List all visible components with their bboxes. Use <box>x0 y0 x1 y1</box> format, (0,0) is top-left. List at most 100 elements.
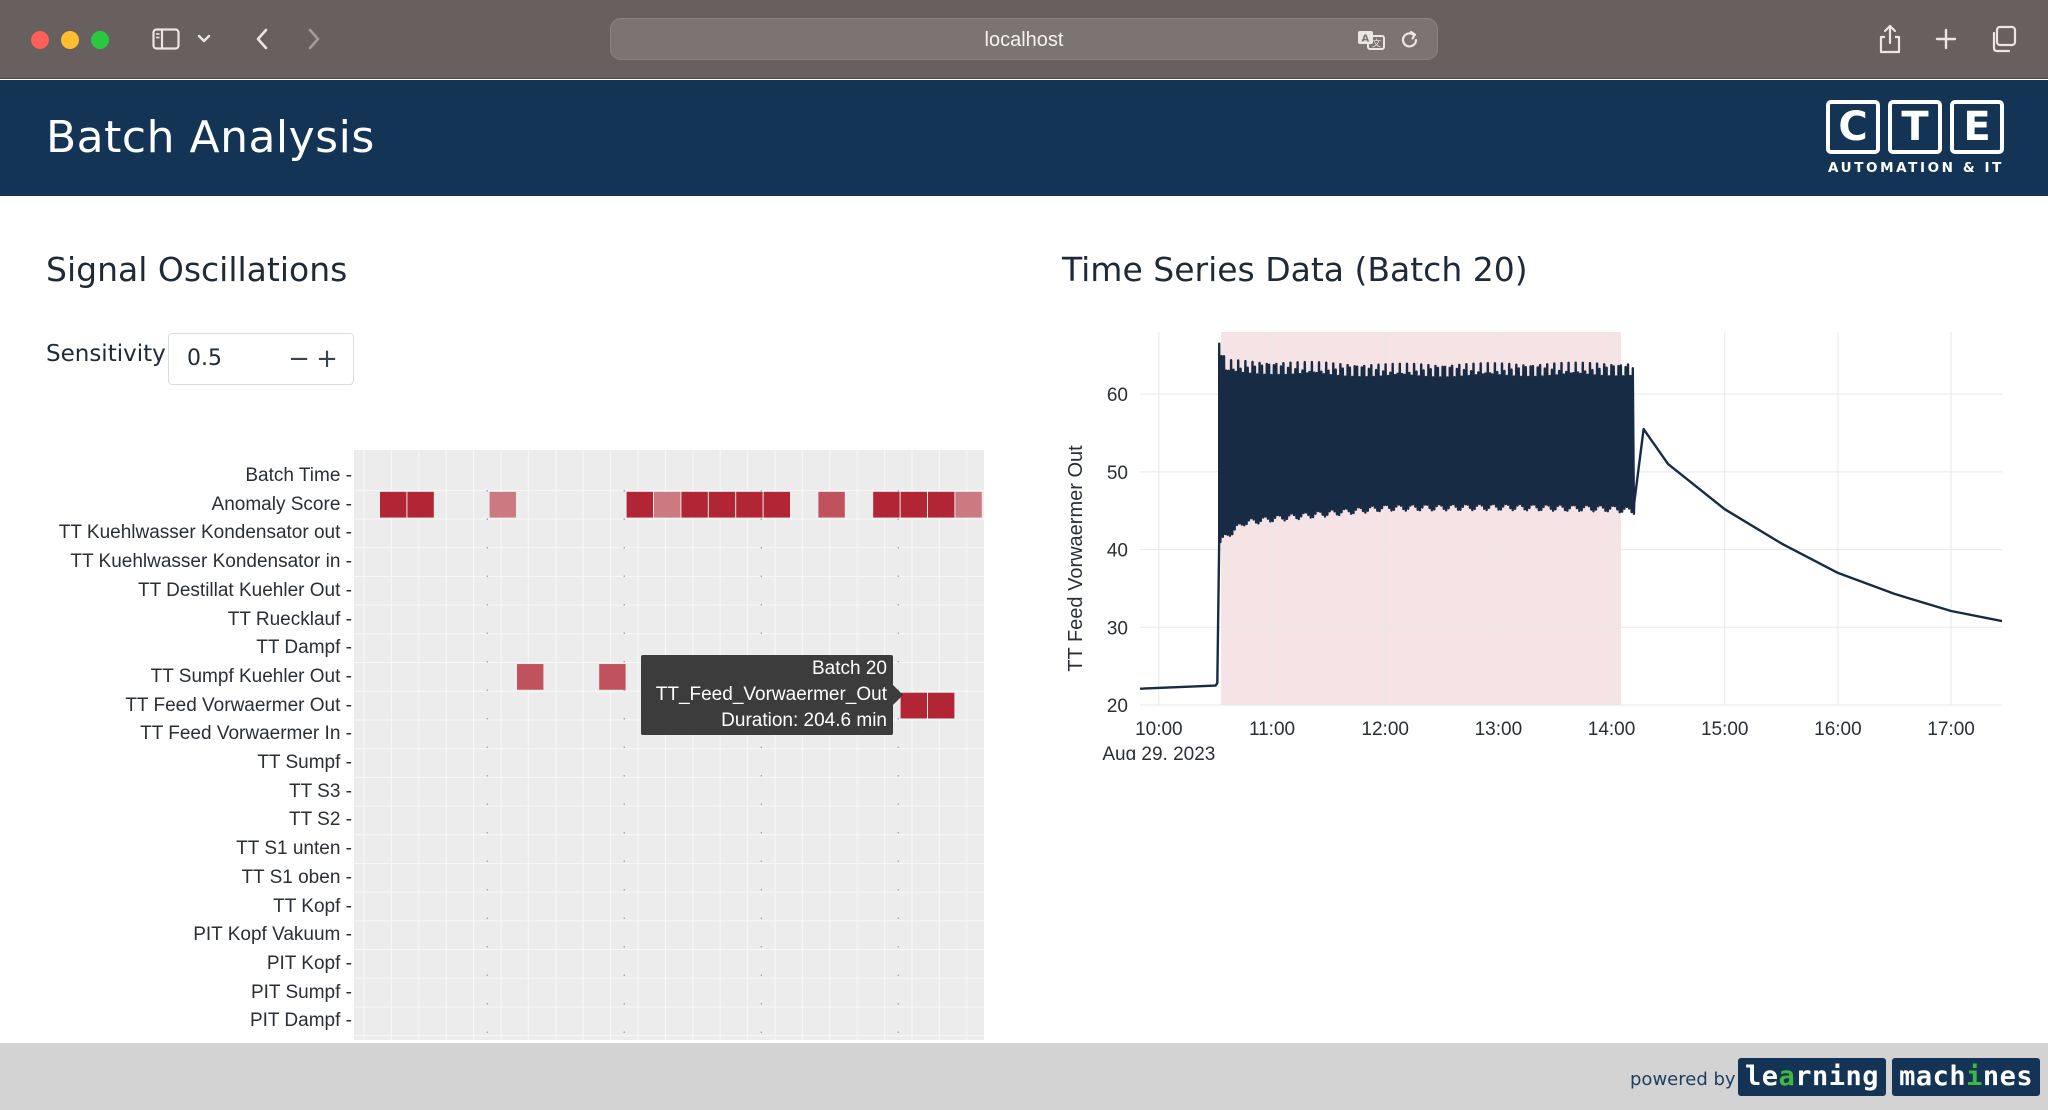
x-tick-label: 12:00 <box>1361 719 1409 740</box>
x-tick-label: 11:00 <box>1249 719 1295 740</box>
heatmap-row-label: TT Sumpf - <box>257 752 352 773</box>
heatmap-row-label: TT Sumpf Kuehler Out - <box>150 665 352 687</box>
logo-letter-t: T <box>1888 100 1942 154</box>
footer: powered by learning machines <box>0 1043 2048 1110</box>
logo-text: mach <box>1899 1061 1967 1092</box>
y-axis-label: TT Feed Vorwaermer Out <box>1065 445 1087 672</box>
heatmap-cell[interactable] <box>736 491 763 518</box>
heatmap-row-label: TT S1 oben - <box>241 866 352 888</box>
heatmap-svg <box>354 450 984 1040</box>
logo-letter-e: E <box>1950 100 2004 154</box>
heatmap-row-label: TT Kopf - <box>273 895 352 917</box>
heatmap-row-label: TT Kuehlwasser Kondensator in - <box>70 551 352 573</box>
heatmap-row-label: TT S2 - <box>289 809 352 831</box>
zoom-window-button[interactable] <box>91 31 109 49</box>
sidebar-menu-button[interactable] <box>192 20 216 58</box>
heatmap-row-label: PIT Dampf - <box>249 1010 352 1032</box>
tooltip-signal: TT_Feed_Vorwaermer_Out <box>655 684 887 705</box>
heatmap-cell[interactable] <box>654 491 681 518</box>
heatmap-cell[interactable] <box>928 491 955 518</box>
x-tick-label: 15:00 <box>1701 719 1749 740</box>
decrement-button[interactable]: − <box>288 344 310 374</box>
heatmap-cell[interactable] <box>900 692 927 719</box>
heatmap-tooltip: Batch 20 TT_Feed_Vorwaermer_Out Duration… <box>641 655 903 735</box>
heatmap-row-label: TT Feed Vorwaermer In - <box>140 723 352 745</box>
y-tick-label: 40 <box>1107 541 1128 562</box>
close-window-button[interactable] <box>31 31 49 49</box>
tooltip-batch: Batch 20 <box>812 658 887 679</box>
heatmap-cell[interactable] <box>818 491 845 518</box>
heatmap-cell[interactable] <box>928 692 955 719</box>
new-tab-button[interactable] <box>1928 20 1964 58</box>
chevron-down-icon <box>197 34 211 43</box>
back-button[interactable] <box>246 20 278 58</box>
sensitivity-stepper[interactable]: 0.5 − + <box>168 333 354 385</box>
y-tick-label: 20 <box>1107 696 1128 717</box>
heatmap-row-label: TT Destillat Kuehler Out - <box>137 579 352 601</box>
y-tick-label: 60 <box>1107 385 1128 406</box>
logo-word-learning: learning <box>1738 1058 1887 1096</box>
svg-text:文: 文 <box>1372 38 1381 50</box>
page-title: Batch Analysis <box>46 112 375 163</box>
heatmap-row-label: Anomaly Score - <box>211 493 352 515</box>
heatmap-row-label: TT Kuehlwasser Kondensator out - <box>58 522 352 544</box>
logo-letter-c: C <box>1826 100 1880 154</box>
x-tick-label: 17:00 <box>1927 719 1975 740</box>
heatmap-row-label: TT S1 unten - <box>236 838 352 860</box>
time-series-chart[interactable]: 20 30 40 50 60 10:00 Aug 29, 2023 11:00 12:00 13:… <box>1060 320 2020 765</box>
app-header: Batch Analysis C T E AUTOMATION & IT <box>0 80 2048 196</box>
powered-by-text: powered by <box>1630 1069 1736 1090</box>
reload-button[interactable] <box>1397 28 1423 52</box>
x-tick-date-label: Aug 29, 2023 <box>1102 744 1215 760</box>
sensitivity-value[interactable]: 0.5 <box>187 346 222 371</box>
logo-highlight: a <box>1778 1061 1796 1092</box>
heatmap-cell[interactable] <box>708 491 736 518</box>
heatmap-cell[interactable] <box>517 664 544 690</box>
heatmap-cell[interactable] <box>955 491 982 518</box>
tabs-overview-icon <box>1992 25 2017 53</box>
tab-overview-button[interactable] <box>1985 20 2021 58</box>
heatmap-cell[interactable] <box>599 664 626 690</box>
logo-highlight: i <box>1966 1061 1983 1092</box>
reload-icon <box>1401 30 1418 48</box>
learning-machines-logo: learning machines <box>1738 1058 2041 1096</box>
sidebar-toggle-button[interactable] <box>148 20 184 58</box>
forward-button[interactable] <box>298 20 330 58</box>
x-tick-label: 14:00 <box>1588 719 1636 740</box>
heatmap-row-label: Batch Time - <box>245 465 352 486</box>
heatmap-cell[interactable] <box>681 491 708 518</box>
heatmap-cell[interactable] <box>763 491 790 518</box>
heatmap-cell[interactable] <box>489 491 516 518</box>
share-button[interactable] <box>1872 20 1908 58</box>
tooltip-duration: Duration: 204.6 min <box>721 710 887 731</box>
heatmap-cell[interactable] <box>900 491 927 518</box>
series-line[interactable] <box>1139 342 2003 690</box>
x-tick-label: 10:00 <box>1135 719 1183 740</box>
heatmap-row-label: TT Feed Vorwaermer Out - <box>125 694 352 716</box>
url-text: localhost <box>984 29 1064 51</box>
heatmap-plot-area[interactable] <box>354 450 984 1040</box>
time-series-svg: 20 30 40 50 60 10:00 Aug 29, 2023 11:00 12:00 13:… <box>1065 332 2003 765</box>
x-tick-label: 13:00 <box>1475 719 1523 740</box>
heatmap-cell[interactable] <box>873 491 900 518</box>
cte-logo: C T E AUTOMATION & IT <box>1826 100 2006 178</box>
heatmap-row-label: TT Ruecklauf - <box>227 608 352 630</box>
heatmap-cell[interactable] <box>626 491 653 518</box>
heatmap-row-label: FIT Kuehlwasser Kondensator - <box>85 1039 352 1040</box>
signal-oscillations-title: Signal Oscillations <box>46 250 348 289</box>
logo-word-machines: machines <box>1892 1058 2041 1096</box>
y-tick-label: 30 <box>1107 618 1128 639</box>
heatmap-cell[interactable] <box>407 491 434 518</box>
heatmap-cell[interactable] <box>380 491 407 518</box>
logo-text: le <box>1745 1061 1779 1092</box>
heatmap-row-label: PIT Kopf - <box>266 952 352 974</box>
time-series-title: Time Series Data (Batch 20) <box>1062 250 1528 289</box>
heatmap-row-label: TT Dampf - <box>256 637 352 659</box>
logo-text: rning <box>1795 1061 1880 1092</box>
chevron-right-icon <box>308 28 320 50</box>
increment-button[interactable]: + <box>316 344 338 374</box>
minimize-window-button[interactable] <box>61 31 79 49</box>
